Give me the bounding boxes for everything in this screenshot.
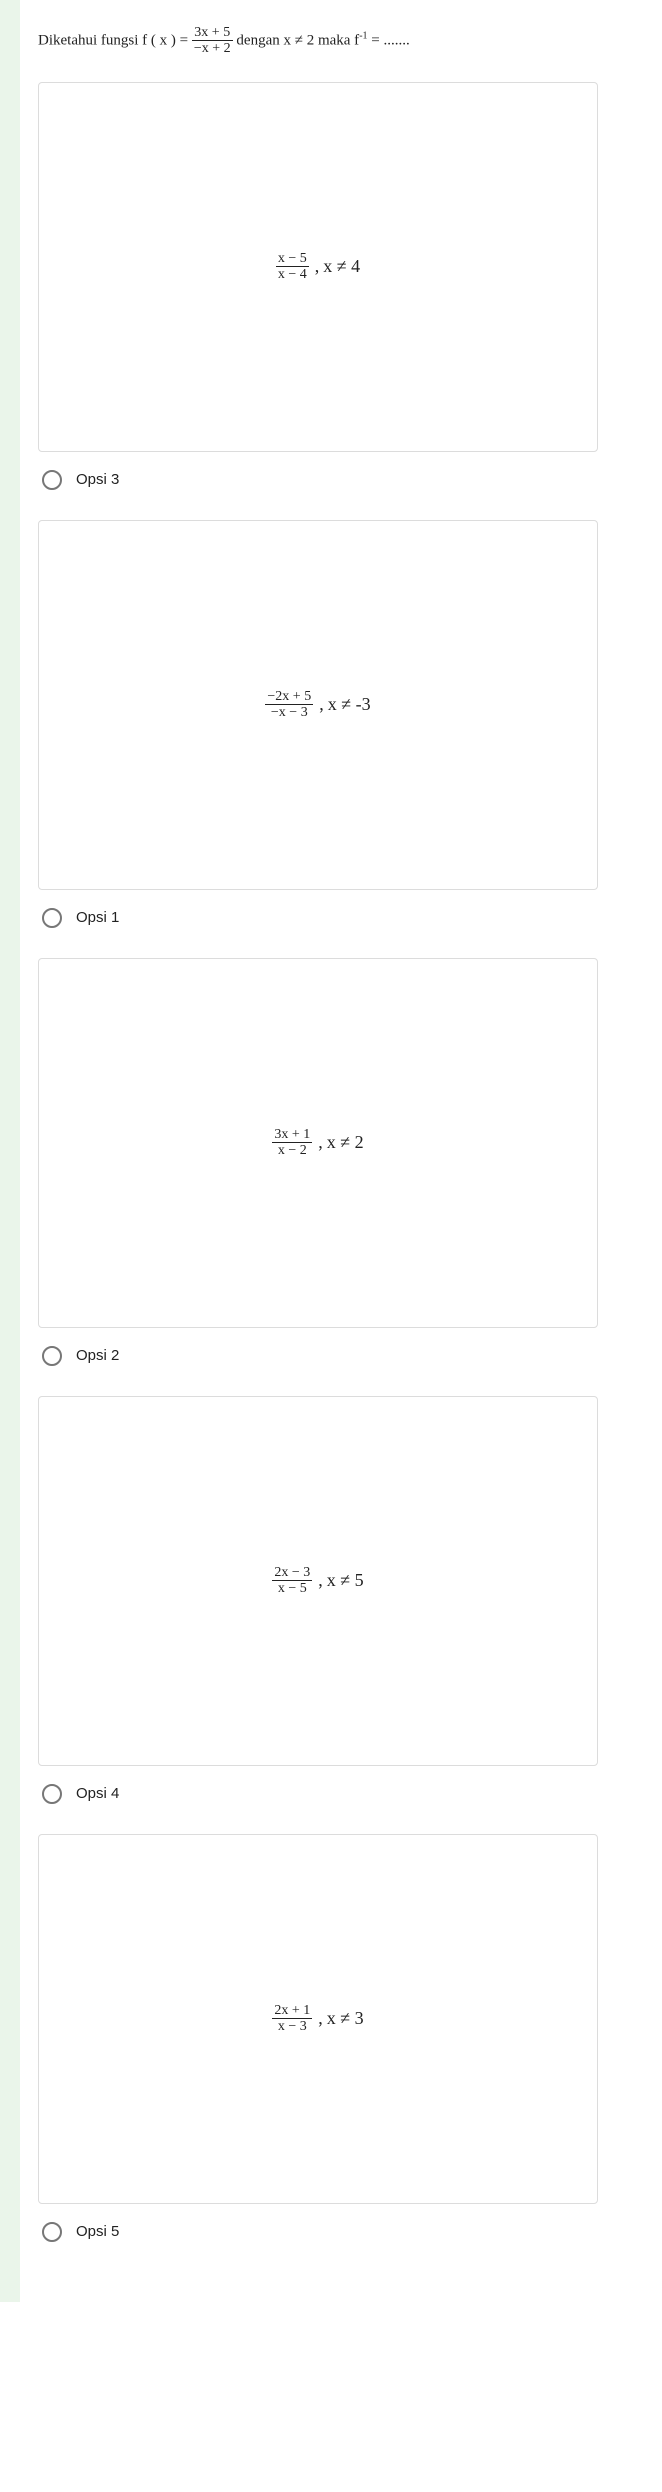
question-after: = ....... (371, 32, 409, 48)
card-comma: , (315, 256, 320, 277)
card-fraction: 2x + 1 x − 3 (272, 2003, 312, 2035)
question-frac-num: 3x + 5 (192, 25, 233, 41)
option-label: Opsi 2 (76, 1347, 119, 1364)
card-comma: , (318, 1132, 323, 1153)
radio-icon[interactable] (42, 2222, 62, 2242)
question-prefix: Diketahui fungsi f ( x ) = (38, 32, 192, 48)
radio-icon[interactable] (42, 470, 62, 490)
option-label: Opsi 3 (76, 471, 119, 488)
card-comma: , (319, 694, 324, 715)
content-area: Diketahui fungsi f ( x ) = 3x + 5 −x + 2… (38, 0, 638, 2302)
card-frac-num: −2x + 5 (265, 689, 313, 705)
option-row[interactable]: Opsi 4 (42, 1784, 618, 1804)
question-frac-den: −x + 2 (192, 41, 233, 56)
card-condition: x ≠ 3 (327, 2008, 364, 2029)
card-condition: x ≠ 2 (327, 1132, 364, 1153)
card-frac-num: x − 5 (276, 251, 309, 267)
radio-icon[interactable] (42, 1784, 62, 1804)
card-condition: x ≠ 5 (327, 1570, 364, 1591)
option-label: Opsi 5 (76, 2223, 119, 2240)
card-fraction: 2x − 3 x − 5 (272, 1565, 312, 1597)
card-fraction: x − 5 x − 4 (276, 251, 309, 283)
card-condition: x ≠ 4 (323, 256, 360, 277)
option-row[interactable]: Opsi 3 (42, 470, 618, 490)
radio-icon[interactable] (42, 908, 62, 928)
card-frac-num: 2x − 3 (272, 1565, 312, 1581)
card-frac-den: x − 5 (272, 1581, 312, 1596)
card-frac-den: x − 3 (272, 2019, 312, 2034)
question-between: dengan x ≠ 2 maka f (236, 32, 359, 48)
card-frac-den: x − 2 (272, 1143, 312, 1158)
card-fraction: −2x + 5 −x − 3 (265, 689, 313, 721)
card-frac-den: −x − 3 (265, 705, 313, 720)
answer-card: x − 5 x − 4 , x ≠ 4 (38, 82, 598, 452)
option-row[interactable]: Opsi 1 (42, 908, 618, 928)
question-text: Diketahui fungsi f ( x ) = 3x + 5 −x + 2… (38, 25, 618, 57)
left-stripe (0, 0, 20, 2302)
answer-card: −2x + 5 −x − 3 , x ≠ -3 (38, 520, 598, 890)
card-frac-den: x − 4 (276, 267, 309, 282)
radio-icon[interactable] (42, 1346, 62, 1366)
card-frac-num: 3x + 1 (272, 1127, 312, 1143)
card-condition: x ≠ -3 (328, 694, 371, 715)
card-fraction: 3x + 1 x − 2 (272, 1127, 312, 1159)
card-comma: , (318, 1570, 323, 1591)
question-sup: -1 (359, 30, 367, 41)
card-frac-num: 2x + 1 (272, 2003, 312, 2019)
card-comma: , (318, 2008, 323, 2029)
option-row[interactable]: Opsi 5 (42, 2222, 618, 2242)
option-label: Opsi 1 (76, 909, 119, 926)
answer-card: 2x + 1 x − 3 , x ≠ 3 (38, 1834, 598, 2204)
answer-card: 2x − 3 x − 5 , x ≠ 5 (38, 1396, 598, 1766)
answer-card: 3x + 1 x − 2 , x ≠ 2 (38, 958, 598, 1328)
question-fraction: 3x + 5 −x + 2 (192, 25, 233, 57)
option-row[interactable]: Opsi 2 (42, 1346, 618, 1366)
option-label: Opsi 4 (76, 1785, 119, 1802)
